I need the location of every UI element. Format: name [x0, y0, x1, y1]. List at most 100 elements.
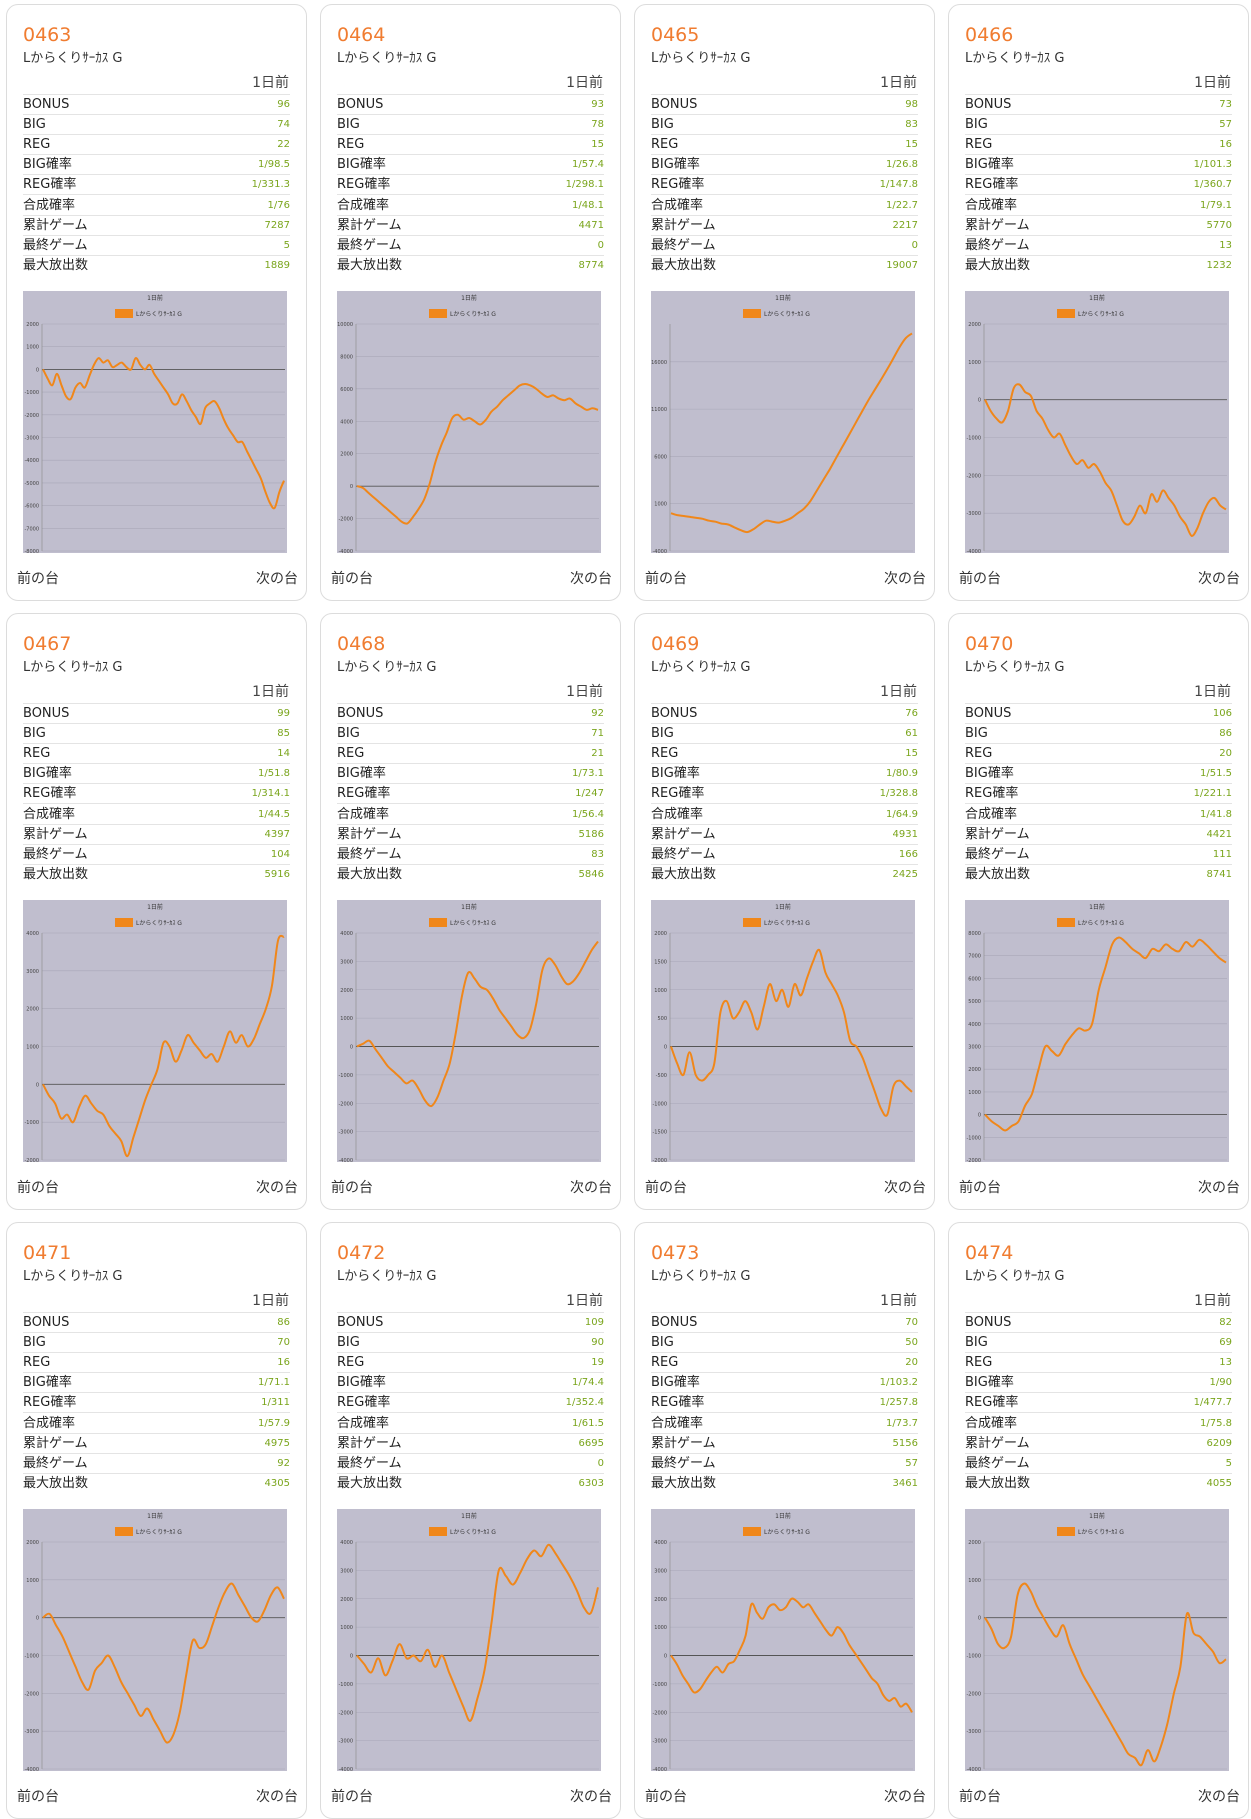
- prev-machine-link[interactable]: 前の台: [331, 1180, 373, 1196]
- y-tick-label: 8000: [968, 931, 981, 937]
- y-tick-label: -1000: [966, 436, 981, 442]
- stat-row: BONUS 98: [651, 93, 918, 115]
- stat-value: 61: [818, 723, 918, 744]
- machine-number[interactable]: 0470: [965, 633, 1014, 655]
- next-machine-link[interactable]: 次の台: [884, 571, 926, 587]
- stat-row: 累計ゲーム 4397: [23, 823, 290, 845]
- machine-number[interactable]: 0472: [337, 1242, 386, 1264]
- y-tick-label: 2000: [340, 1597, 353, 1603]
- prev-machine-link[interactable]: 前の台: [645, 1180, 687, 1196]
- machine-number[interactable]: 0471: [23, 1242, 72, 1264]
- machine-number[interactable]: 0469: [651, 633, 700, 655]
- stat-value: 1/90: [1132, 1372, 1232, 1393]
- stat-value: 1/56.4: [515, 803, 604, 825]
- stat-value: 166: [818, 843, 918, 865]
- machine-number[interactable]: 0474: [965, 1242, 1014, 1264]
- prev-machine-link[interactable]: 前の台: [959, 1180, 1001, 1196]
- y-tick-label: 6000: [340, 387, 353, 393]
- prev-machine-link[interactable]: 前の台: [645, 571, 687, 587]
- stat-label: 最終ゲーム: [965, 234, 1133, 256]
- machine-number[interactable]: 0466: [965, 24, 1014, 46]
- machine-number[interactable]: 0463: [23, 24, 72, 46]
- next-machine-link[interactable]: 次の台: [570, 571, 612, 587]
- slump-chart: 1日前 Lからくりｻｰｶｽ G -4000 -3000 -2000 -1000 0 1000 2…: [23, 1509, 287, 1772]
- stat-row: REG確率 1/257.8: [651, 1392, 918, 1413]
- next-machine-link[interactable]: 次の台: [570, 1180, 612, 1196]
- next-machine-link[interactable]: 次の台: [256, 1180, 298, 1196]
- y-tick-label: 0: [36, 1616, 39, 1622]
- stat-row: 最終ゲーム 166: [651, 843, 918, 865]
- stat-value: 1/74.4: [504, 1372, 604, 1393]
- y-tick-label: -5000: [24, 481, 39, 487]
- stat-label: BIG: [965, 1332, 1133, 1353]
- stat-row: BONUS 93: [337, 93, 604, 115]
- stat-label: 累計ゲーム: [23, 1432, 202, 1454]
- stat-value: 1/51.5: [1132, 763, 1232, 784]
- prev-machine-link[interactable]: 前の台: [17, 1180, 59, 1196]
- stat-label: BONUS: [965, 93, 1133, 115]
- y-tick-label: -6000: [24, 504, 39, 510]
- card-nav: 前の台 次の台: [17, 1177, 298, 1197]
- prev-machine-link[interactable]: 前の台: [17, 571, 59, 587]
- next-machine-link[interactable]: 次の台: [570, 1789, 612, 1805]
- prev-machine-link[interactable]: 前の台: [959, 571, 1001, 587]
- stat-value: 86: [1132, 723, 1232, 744]
- machine-number[interactable]: 0467: [23, 633, 72, 655]
- next-machine-link[interactable]: 次の台: [1198, 1789, 1240, 1805]
- y-tick-label: 1500: [654, 960, 667, 966]
- stat-label: BIG確率: [965, 1372, 1133, 1393]
- y-tick-label: 2000: [340, 452, 353, 458]
- stat-value: 1/61.5: [504, 1412, 604, 1434]
- y-tick-label: 11000: [651, 407, 667, 413]
- stat-row: 最終ゲーム 5: [965, 1452, 1232, 1474]
- stat-value: 1/360.7: [1132, 174, 1232, 195]
- stat-row: 累計ゲーム 4931: [651, 823, 918, 845]
- next-machine-link[interactable]: 次の台: [256, 1789, 298, 1805]
- prev-machine-link[interactable]: 前の台: [17, 1789, 59, 1805]
- machine-number[interactable]: 0464: [337, 24, 386, 46]
- prev-machine-link[interactable]: 前の台: [331, 1789, 373, 1805]
- next-machine-link[interactable]: 次の台: [1198, 571, 1240, 587]
- stat-value: 1/26.8: [818, 154, 918, 175]
- legend-swatch: [429, 918, 447, 928]
- machine-name: Lからくりｻｰｶｽ G: [337, 51, 437, 66]
- stat-value: 104: [190, 843, 290, 865]
- next-machine-link[interactable]: 次の台: [884, 1789, 926, 1805]
- stat-label: BIG確率: [965, 154, 1133, 175]
- legend-swatch: [1057, 309, 1075, 319]
- stat-row: BONUS 96: [23, 93, 290, 115]
- stat-row: BIG確率 1/51.8: [23, 763, 290, 784]
- machine-number[interactable]: 0468: [337, 633, 386, 655]
- y-tick-label: 16000: [651, 360, 667, 366]
- stat-row: 合成確率 1/76: [23, 194, 290, 216]
- stat-value: 6209: [1132, 1432, 1232, 1454]
- y-tick-label: -3000: [24, 1730, 39, 1736]
- stat-label: BONUS: [23, 93, 191, 115]
- y-tick-label: 7000: [968, 954, 981, 960]
- stat-value: 0: [818, 234, 918, 256]
- stat-value: 4055: [1132, 1472, 1232, 1494]
- stat-value: 1/79.1: [1132, 194, 1232, 216]
- next-machine-link[interactable]: 次の台: [884, 1180, 926, 1196]
- day-header: 1日前: [880, 1293, 917, 1309]
- stat-value: 1/51.8: [190, 763, 290, 784]
- prev-machine-link[interactable]: 前の台: [959, 1789, 1001, 1805]
- series-line: [984, 1582, 1227, 1767]
- legend-swatch: [743, 309, 761, 319]
- machine-number[interactable]: 0465: [651, 24, 700, 46]
- y-tick-label: 3000: [654, 1569, 667, 1575]
- next-machine-link[interactable]: 次の台: [1198, 1180, 1240, 1196]
- next-machine-link[interactable]: 次の台: [256, 571, 298, 587]
- stat-row: BIG確率 1/51.5: [965, 763, 1232, 784]
- stat-label: BIG: [337, 114, 505, 135]
- prev-machine-link[interactable]: 前の台: [645, 1789, 687, 1805]
- stat-label: BIG: [651, 1332, 819, 1353]
- stat-value: 57: [818, 1452, 918, 1474]
- stat-label: 最大放出数: [651, 1472, 819, 1494]
- machine-number[interactable]: 0473: [651, 1242, 700, 1264]
- stat-value: 90: [504, 1332, 604, 1353]
- stat-row: BIG 50: [651, 1332, 918, 1353]
- prev-machine-link[interactable]: 前の台: [331, 571, 373, 587]
- stat-label: 合成確率: [965, 194, 1133, 216]
- y-tick-label: 4000: [340, 420, 353, 426]
